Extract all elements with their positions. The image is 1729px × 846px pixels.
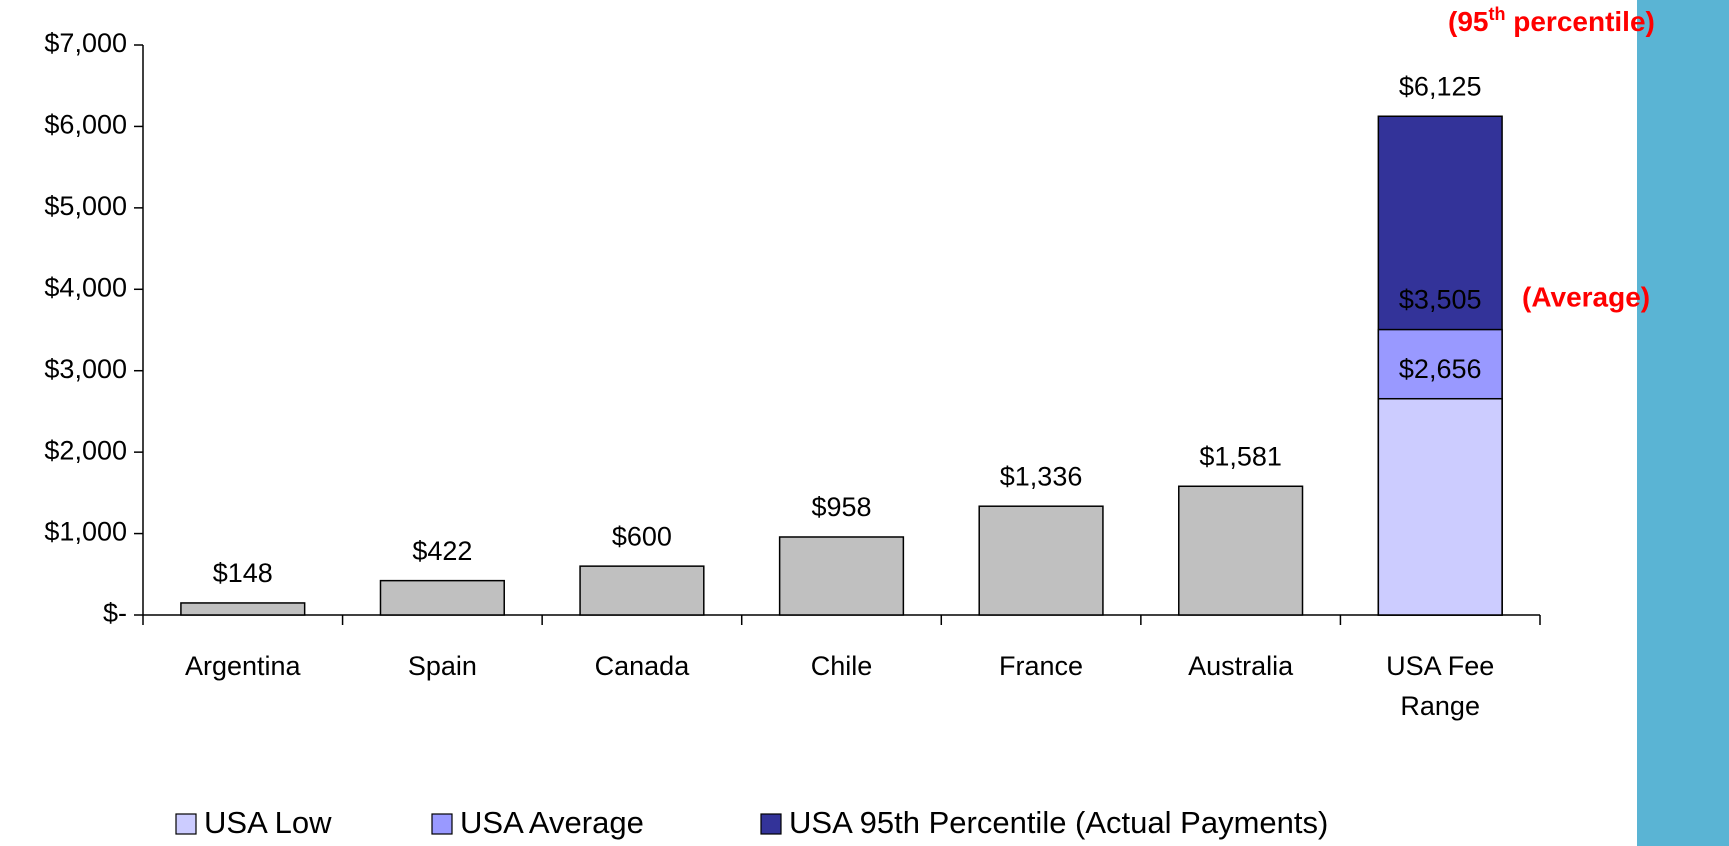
- y-tick-label: $7,000: [44, 28, 127, 58]
- y-tick-label: $2,000: [44, 435, 127, 465]
- value-label: $958: [811, 492, 871, 522]
- x-tick-label: Spain: [407, 651, 477, 681]
- bar: [379, 579, 505, 616]
- bar: [1178, 485, 1304, 616]
- x-tick-label: Australia: [1188, 651, 1294, 681]
- annotation-part: (95: [1448, 6, 1488, 37]
- annotation: (95th percentile): [1448, 4, 1655, 38]
- legend-swatch: [175, 813, 197, 835]
- legend-label: USA 95th Percentile (Actual Payments): [789, 805, 1328, 840]
- bar: [579, 565, 705, 616]
- y-tick-label: $1,000: [44, 517, 127, 547]
- x-tick-label: USA Fee Range: [1386, 651, 1495, 721]
- legend-swatch: [760, 813, 782, 835]
- value-label: $600: [612, 521, 672, 551]
- bar: [180, 602, 306, 616]
- side-panel: [1637, 0, 1729, 846]
- x-tick-label: Argentina: [184, 651, 301, 681]
- x-tick-label: Chile: [810, 651, 873, 681]
- y-tick-label: $4,000: [44, 272, 127, 302]
- y-tick-label: $5,000: [44, 191, 127, 221]
- legend-label: USA Average: [460, 805, 644, 840]
- value-label: $6,125: [1399, 71, 1482, 101]
- annotation-part: th: [1488, 4, 1505, 24]
- value-label: $2,656: [1399, 354, 1482, 384]
- value-label: $3,505: [1399, 285, 1482, 315]
- y-tick-label: $3,000: [44, 354, 127, 384]
- annotation: (Average): [1522, 281, 1650, 312]
- bar: [1377, 397, 1503, 616]
- legend-swatch: [431, 813, 453, 835]
- y-tick-label: $6,000: [44, 110, 127, 140]
- value-label: $1,336: [1000, 461, 1083, 491]
- value-label: $148: [213, 558, 273, 588]
- y-tick-label: $-: [103, 598, 127, 628]
- x-tick-label: France: [999, 651, 1084, 681]
- value-label: $1,581: [1199, 441, 1282, 471]
- bar: [778, 536, 905, 616]
- bar: [978, 505, 1104, 616]
- value-label: $422: [412, 536, 472, 566]
- annotation-part: percentile): [1505, 6, 1654, 37]
- legend-label: USA Low: [204, 805, 332, 840]
- x-tick-label: Canada: [594, 651, 690, 681]
